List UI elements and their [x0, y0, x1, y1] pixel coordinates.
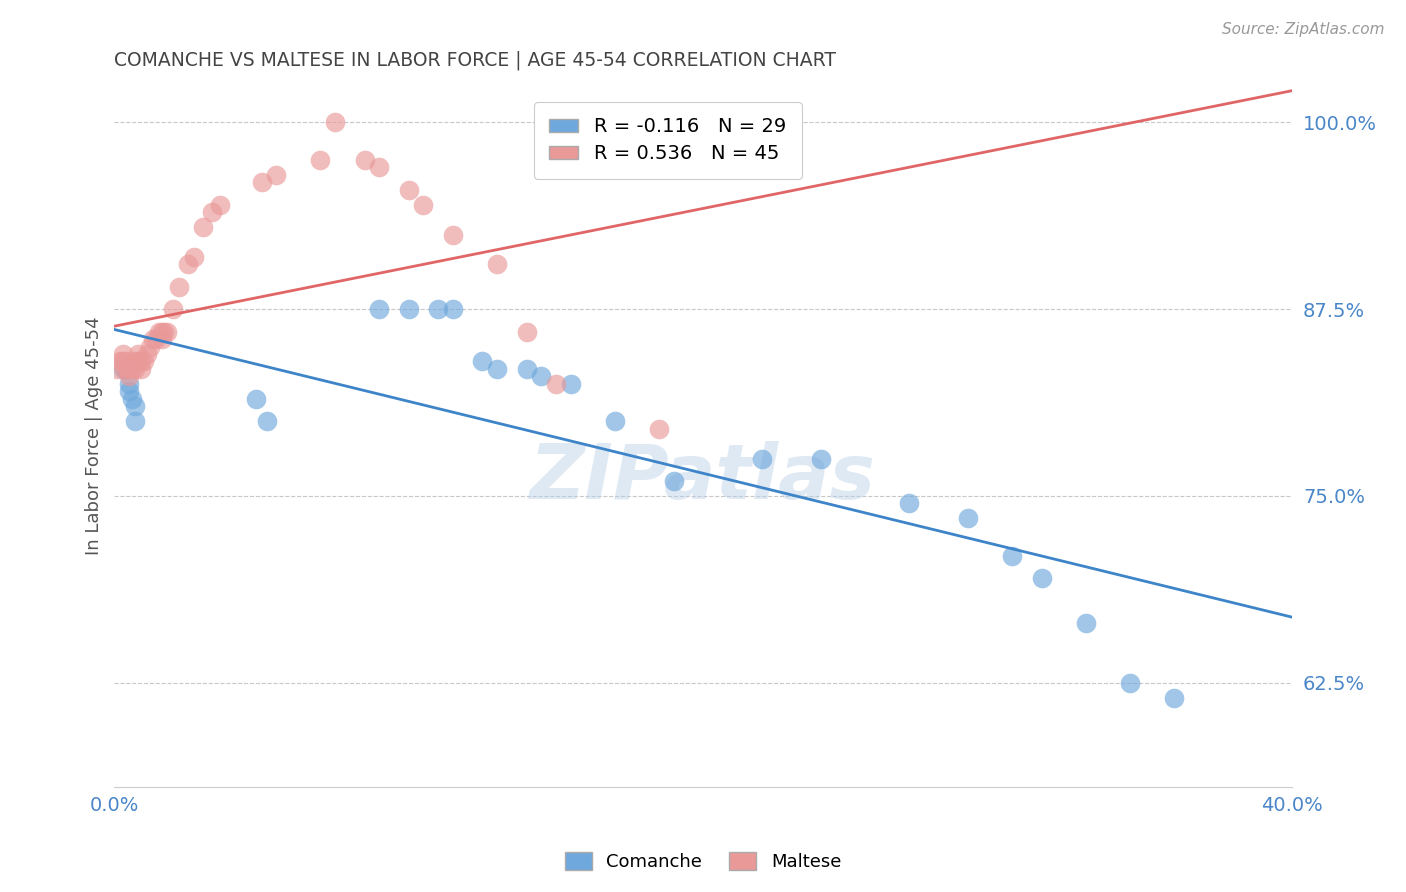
Point	[124, 354, 146, 368]
Point	[603, 414, 626, 428]
R = 0.536   N = 45	[110, 320, 127, 331]
Point	[544, 376, 567, 391]
Point	[1001, 549, 1024, 563]
Point	[150, 325, 173, 339]
Point	[121, 362, 143, 376]
Point	[145, 332, 167, 346]
Point	[398, 183, 420, 197]
Text: Source: ZipAtlas.com: Source: ZipAtlas.com	[1222, 22, 1385, 37]
Text: COMANCHE VS MALTESE IN LABOR FORCE | AGE 45-54 CORRELATION CHART: COMANCHE VS MALTESE IN LABOR FORCE | AGE…	[114, 51, 837, 70]
Point	[112, 362, 135, 376]
Line: R = 0.536   N = 45: R = 0.536 N = 45	[114, 91, 1292, 326]
Text: ZIPatlas: ZIPatlas	[530, 442, 876, 516]
Point	[1163, 690, 1185, 705]
Point	[153, 325, 176, 339]
Point	[266, 168, 288, 182]
Point	[1031, 571, 1053, 585]
Point	[129, 362, 152, 376]
R = 0.536   N = 45	[827, 177, 844, 187]
Line: R = -0.116   N = 29: R = -0.116 N = 29	[114, 329, 1292, 617]
Point	[127, 354, 149, 368]
Point	[191, 220, 214, 235]
Y-axis label: In Labor Force | Age 45-54: In Labor Force | Age 45-54	[86, 317, 103, 556]
R = -0.116   N = 29	[1173, 585, 1189, 596]
Point	[353, 153, 375, 167]
Point	[148, 325, 170, 339]
Point	[135, 347, 157, 361]
Point	[110, 354, 132, 368]
Point	[441, 302, 464, 317]
Point	[115, 362, 138, 376]
R = -0.116   N = 29	[1284, 612, 1301, 623]
Point	[245, 392, 267, 406]
Point	[898, 496, 921, 510]
Point	[112, 354, 135, 368]
R = 0.536   N = 45	[1173, 107, 1189, 118]
Point	[118, 384, 141, 399]
Point	[183, 250, 205, 264]
Point	[250, 175, 273, 189]
R = 0.536   N = 45	[807, 181, 824, 192]
Point	[209, 197, 232, 211]
Point	[751, 451, 773, 466]
Point	[138, 340, 160, 354]
Point	[124, 399, 146, 413]
Point	[118, 369, 141, 384]
R = 0.536   N = 45	[105, 321, 122, 332]
Point	[1074, 615, 1097, 630]
Point	[115, 362, 138, 376]
Point	[323, 115, 346, 129]
Point	[515, 325, 537, 339]
Point	[200, 205, 222, 219]
Point	[124, 362, 146, 376]
Point	[441, 227, 464, 242]
Point	[121, 392, 143, 406]
Point	[124, 414, 146, 428]
R = -0.116   N = 29	[1098, 566, 1115, 577]
Point	[112, 347, 135, 361]
Point	[162, 302, 184, 317]
Point	[118, 376, 141, 391]
Point	[167, 280, 190, 294]
Point	[256, 414, 278, 428]
Point	[398, 302, 420, 317]
Point	[486, 362, 509, 376]
Point	[129, 354, 152, 368]
Point	[530, 369, 553, 384]
Legend: R = -0.116   N = 29, R = 0.536   N = 45: R = -0.116 N = 29, R = 0.536 N = 45	[534, 102, 801, 178]
Point	[127, 347, 149, 361]
Point	[309, 153, 332, 167]
Point	[486, 257, 509, 271]
Point	[368, 161, 391, 175]
R = -0.116   N = 29	[807, 495, 824, 506]
R = 0.536   N = 45	[1098, 122, 1115, 133]
Point	[115, 354, 138, 368]
R = -0.116   N = 29	[827, 500, 844, 511]
Point	[150, 332, 173, 346]
Point	[957, 511, 980, 525]
Legend: Comanche, Maltese: Comanche, Maltese	[558, 845, 848, 879]
R = 0.536   N = 45	[803, 181, 820, 192]
Point	[471, 354, 494, 368]
Point	[427, 302, 450, 317]
R = -0.116   N = 29	[803, 494, 820, 505]
Point	[105, 362, 128, 376]
Point	[177, 257, 200, 271]
Point	[648, 422, 671, 436]
R = 0.536   N = 45	[1284, 86, 1301, 96]
Point	[142, 332, 165, 346]
Point	[1119, 675, 1142, 690]
Point	[368, 302, 391, 317]
R = -0.116   N = 29	[105, 324, 122, 334]
Point	[118, 362, 141, 376]
Point	[156, 325, 179, 339]
Point	[662, 474, 685, 488]
Point	[412, 197, 434, 211]
Point	[515, 362, 537, 376]
Point	[560, 376, 582, 391]
Point	[132, 354, 155, 368]
Point	[810, 451, 832, 466]
R = -0.116   N = 29	[110, 325, 127, 335]
